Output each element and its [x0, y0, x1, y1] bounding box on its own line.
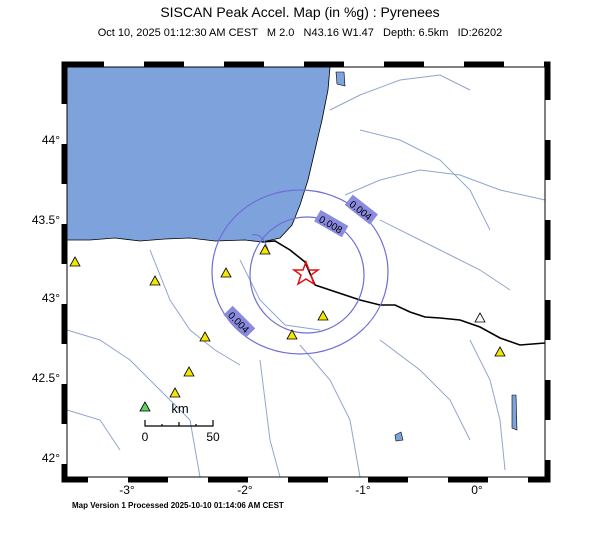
lat-label: 42.5°	[32, 371, 60, 385]
footer: Map Version 1 Processed 2025-10-10 01:14…	[72, 501, 284, 510]
frame-ticks	[61, 61, 551, 483]
contours	[211, 189, 389, 355]
lon-label: -1°	[355, 483, 371, 497]
lon-label: 0°	[471, 483, 483, 497]
lon-label: -2°	[237, 483, 253, 497]
lat-label: 43.5°	[32, 213, 60, 227]
scale-label: 0	[142, 430, 149, 444]
frame	[66, 66, 546, 478]
stations	[69, 244, 506, 412]
lat-label: 42°	[42, 451, 60, 465]
epicenter	[291, 259, 321, 286]
scale-label: 50	[206, 430, 220, 444]
lat-label: 43°	[42, 291, 60, 305]
lake	[335, 71, 346, 87]
lat-labels: 44° 43.5° 43° 42.5° 42°	[32, 133, 60, 465]
lon-label: -3°	[119, 483, 135, 497]
lake	[511, 394, 518, 431]
lake	[394, 431, 404, 442]
scale-bar: km 0 50	[142, 401, 220, 444]
scale-unit: km	[171, 401, 188, 416]
ocean	[66, 66, 331, 243]
rivers	[66, 74, 546, 478]
title: SISCAN Peak Accel. Map (in %g) : Pyrenee…	[160, 4, 439, 20]
map: 0.004 0.008 0.004 km 0 50	[61, 61, 551, 483]
lon-labels: -3° -2° -1° 0°	[119, 483, 483, 497]
border	[261, 240, 546, 346]
lat-label: 44°	[42, 133, 60, 147]
subtitle: Oct 10, 2025 01:12:30 AM CEST M 2.0 N43.…	[98, 27, 503, 39]
